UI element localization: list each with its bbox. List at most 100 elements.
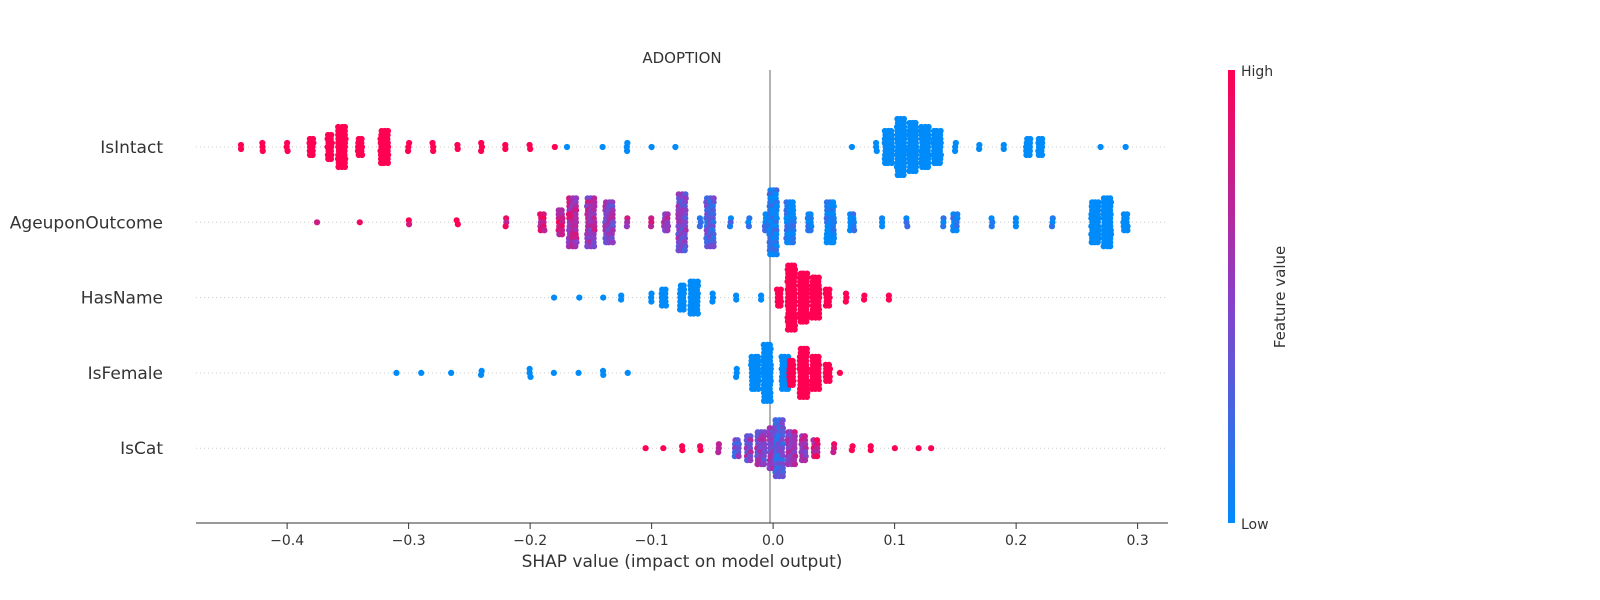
shap-dot: [358, 151, 366, 159]
shap-dot: [900, 171, 907, 179]
shap-dot: [448, 369, 455, 376]
shap-dot: [825, 302, 833, 309]
shap-dot: [550, 369, 557, 376]
shap-dot: [600, 371, 607, 378]
colorbar: [1228, 70, 1235, 523]
shap-dot: [681, 247, 688, 254]
shap-dot: [384, 159, 391, 167]
shap-dot: [726, 223, 734, 230]
shap-dot: [807, 227, 814, 234]
shap-dot: [430, 147, 437, 155]
shap-dot: [816, 385, 823, 392]
shap-dot: [710, 243, 717, 250]
shap-dot: [826, 377, 833, 384]
x-tick-label: −0.1: [635, 533, 669, 549]
x-tick-label: 0.0: [762, 533, 784, 549]
shap-dot: [647, 223, 655, 230]
shap-dots: [237, 115, 1131, 480]
x-tick-label: −0.2: [513, 533, 547, 549]
shap-dot: [600, 294, 607, 301]
shap-dot: [502, 145, 509, 153]
shap-dot: [672, 143, 679, 151]
shap-dot: [599, 143, 606, 151]
shap-dot: [550, 294, 558, 301]
shap-dot: [405, 221, 413, 228]
x-tick-label: −0.3: [392, 533, 426, 549]
shap-dot: [747, 457, 754, 464]
shap-dot: [575, 369, 582, 376]
shap-dot: [745, 223, 753, 230]
shap-dot: [885, 296, 893, 303]
shap-dot: [936, 159, 943, 167]
shap-dot: [735, 453, 742, 460]
shap-dot: [454, 221, 461, 228]
shap-dot: [527, 145, 534, 153]
shap-dot: [1122, 143, 1129, 151]
shap-dot: [836, 369, 844, 376]
shap-dot: [502, 223, 509, 230]
shap-dot: [284, 147, 291, 155]
shap-dot: [789, 239, 797, 246]
shap-dot: [1026, 151, 1033, 159]
shap-dot: [559, 231, 566, 238]
shap-dot: [1097, 143, 1104, 151]
shap-dot: [418, 369, 425, 376]
shap-dot: [789, 381, 796, 388]
shap-dot: [757, 296, 765, 303]
shap-dot: [848, 143, 856, 151]
feature-label: IsFemale: [88, 364, 163, 384]
x-axis-label: SHAP value (impact on model output): [522, 552, 843, 572]
shap-dot: [478, 147, 485, 155]
shap-dot: [477, 371, 485, 378]
shap-dot: [715, 449, 722, 456]
colorbar-label: Feature value: [1271, 246, 1289, 348]
shap-dot: [623, 147, 631, 155]
shap-dot: [327, 155, 335, 163]
colorbar-low-label: Low: [1241, 517, 1269, 533]
shap-dot: [590, 243, 598, 250]
shap-dot: [341, 163, 349, 171]
shap-dot: [815, 314, 823, 321]
shap-dot: [830, 449, 837, 456]
shap-dot: [733, 296, 740, 303]
shap-dot: [1048, 223, 1056, 230]
shap-dot: [988, 223, 995, 230]
shap-dot: [623, 223, 630, 230]
shap-dot: [924, 163, 932, 171]
shap-dot: [624, 369, 631, 376]
shap-dot: [662, 302, 670, 309]
shap-dot: [928, 445, 935, 452]
x-tick-label: 0.2: [1005, 533, 1027, 549]
shap-dot: [694, 310, 701, 317]
shap-dot: [888, 159, 895, 167]
x-tick-label: 0.1: [883, 533, 905, 549]
shap-dot: [648, 298, 655, 305]
shap-dot: [915, 445, 922, 452]
shap-dot: [1000, 145, 1007, 153]
shap-dot: [842, 298, 849, 305]
shap-dot: [1038, 151, 1046, 159]
shap-dot: [803, 318, 810, 325]
shap-dot: [814, 453, 821, 460]
shap-dot: [648, 143, 655, 151]
shap-dot: [851, 227, 858, 234]
shap-dot: [860, 296, 868, 303]
chart-title: ADOPTION: [642, 49, 721, 67]
shap-dot: [1094, 239, 1101, 246]
shap-dot: [848, 447, 855, 454]
shap-dot: [767, 397, 774, 404]
shap-dot: [773, 251, 780, 258]
x-tick-label: −0.4: [270, 533, 304, 549]
feature-label: HasName: [81, 289, 163, 309]
shap-dot: [541, 227, 548, 234]
shap-dot: [237, 145, 245, 153]
feature-labels: IsIntact AgeuponOutcome HasName IsFemale IsC…: [10, 138, 164, 459]
x-ticks: −0.4 −0.3 −0.2 −0.1 0.0 0.1 0.2 0.3: [270, 523, 1149, 549]
shap-dot: [904, 223, 911, 230]
x-tick-label: 0.3: [1126, 533, 1148, 549]
shap-dot: [572, 243, 579, 250]
shap-dot: [551, 143, 558, 151]
colorbar-high-label: High: [1241, 64, 1273, 80]
shap-dot: [953, 227, 960, 234]
